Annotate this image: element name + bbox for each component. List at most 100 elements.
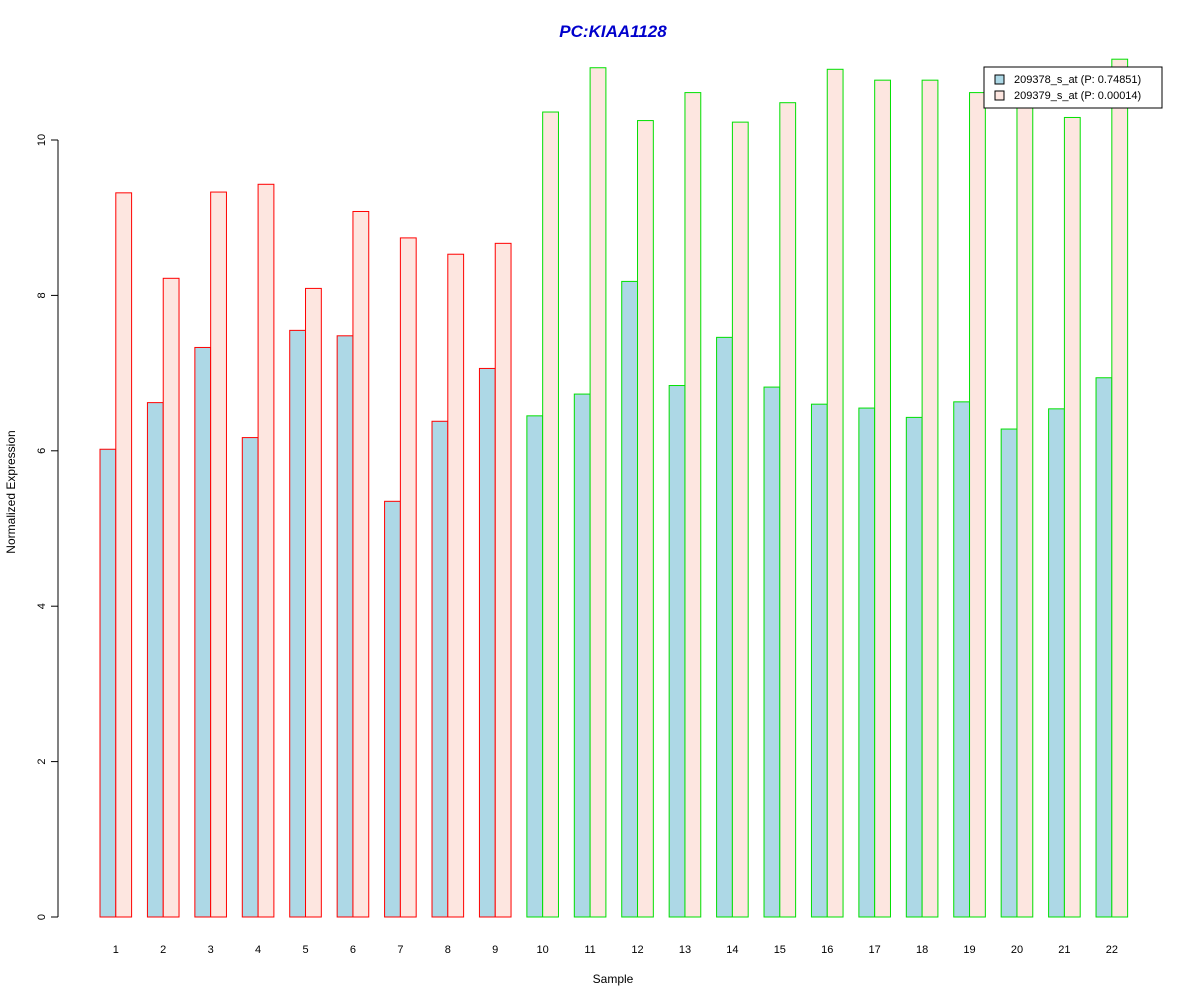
legend-swatch [994,74,1005,85]
bar [352,210,370,918]
chart-title: PC:KIAA1128 [559,22,667,41]
bar [826,68,844,918]
bar-group [1095,58,1129,918]
bar [637,120,654,918]
bar [573,393,591,918]
bar [305,287,322,918]
bar [858,407,876,918]
bar [99,448,117,918]
bar-group [573,67,607,918]
bar [969,92,986,918]
x-tick-label: 16 [821,944,833,956]
bar-group [858,79,891,918]
legend-box [983,66,1163,109]
bar-group [810,68,844,918]
bar-group [478,242,512,918]
y-tick-label: 2 [36,759,48,765]
bar-group [336,210,370,918]
x-tick-label: 15 [774,944,786,956]
bar [763,386,781,918]
x-tick-label: 1 [113,944,119,956]
bar [431,420,449,918]
x-tick-label: 2 [160,944,166,956]
bar-group [763,102,797,918]
x-axis-label: Sample [593,972,634,986]
bar [589,67,607,918]
x-tick-label: 8 [445,944,451,956]
bar [1000,428,1018,918]
bar-group [526,111,559,918]
bar [542,111,559,918]
bar [115,192,133,918]
bar-group [716,121,749,918]
bar-group [668,92,702,918]
bar [1095,377,1113,918]
x-tick-label: 11 [584,944,595,956]
bar [478,367,496,918]
x-tick-label: 14 [726,944,738,956]
y-tick-label: 6 [36,448,48,454]
bar [399,237,417,918]
bar [146,402,164,918]
legend-entry-label: 209378_s_at (P: 0.74851) [1014,74,1141,86]
bar-group [146,277,180,918]
y-tick-label: 10 [36,134,48,146]
bar [210,191,227,918]
bar [1063,116,1081,918]
bar-group [905,79,939,918]
bar-group [384,237,417,918]
y-tick-label: 4 [36,603,48,609]
x-tick-label: 13 [679,944,691,956]
x-tick-label: 17 [869,944,881,956]
bar-group [1000,102,1034,918]
bar [731,121,749,918]
bar-group [431,253,465,918]
bar [241,437,259,918]
x-tick-label: 18 [916,944,928,956]
y-tick-label: 8 [36,292,48,298]
bar-group [241,183,275,918]
x-tick-label: 5 [302,944,308,956]
bar-groups [99,58,1129,918]
bar [668,385,686,918]
bar [921,79,939,918]
x-tick-label: 7 [397,944,403,956]
bar [1048,408,1065,918]
x-tick-label: 9 [492,944,498,956]
bar-group [289,287,322,918]
legend: 209378_s_at (P: 0.74851) 209379_s_at (P: … [983,66,1163,109]
bar [447,253,465,918]
x-tick-label: 12 [631,944,643,956]
bar [257,183,275,918]
y-axis: 0 2 4 6 8 10 [36,134,59,920]
bar [716,336,733,918]
bar [336,335,354,918]
x-tick-label: 6 [350,944,356,956]
bar [494,242,512,918]
bar [874,79,891,918]
bar [905,416,923,918]
x-tick-label: 20 [1011,944,1023,956]
x-tick-labels: 1 2 3 4 5 6 7 8 9 10 11 12 13 14 15 16 17 18 19 20 21 22 [113,944,1118,956]
bar-group [194,191,227,918]
bar [1111,58,1129,918]
x-tick-label: 3 [208,944,214,956]
y-axis-label: Normalized Expression [4,430,18,553]
bar-group [1048,116,1081,918]
bar-group [953,92,986,918]
x-tick-label: 4 [255,944,261,956]
bar [289,329,307,918]
bar [384,500,401,918]
bar-group [621,120,654,918]
bar [194,346,212,918]
bar-group [99,192,133,918]
legend-swatch [994,90,1005,101]
bar [1016,102,1034,918]
bar [684,92,702,918]
bar [810,403,828,918]
bar [621,280,639,918]
bar [526,415,544,918]
bar [953,401,971,918]
x-tick-label: 19 [963,944,975,956]
